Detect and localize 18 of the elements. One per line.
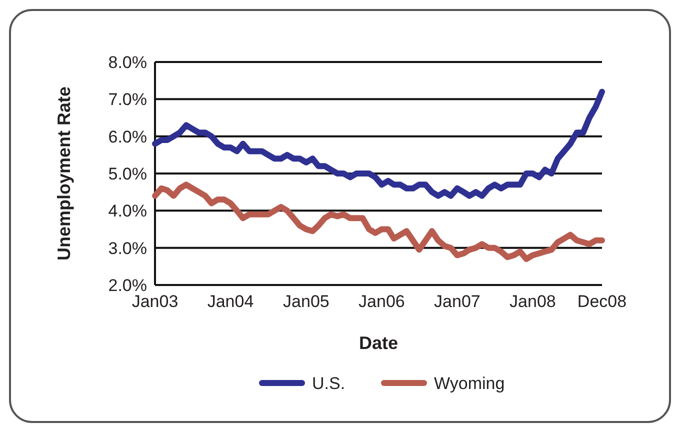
y-tick-label: 3.0% bbox=[108, 238, 147, 258]
y-tick-label: 6.0% bbox=[108, 127, 147, 146]
x-tick-label: Jan05 bbox=[283, 292, 330, 311]
y-tick-label: 5.0% bbox=[108, 164, 147, 184]
y-tick-label: 7.0% bbox=[108, 90, 147, 110]
y-tick-label: 4.0% bbox=[108, 202, 147, 221]
x-tick-label: Jan03 bbox=[132, 292, 178, 311]
y-axis-title: Unemployment Rate bbox=[54, 86, 74, 261]
x-tick-label: Jan04 bbox=[207, 292, 254, 311]
y-tick-label: 8.0% bbox=[108, 52, 147, 72]
x-tick-label: Jan06 bbox=[358, 292, 405, 311]
y-tick-label: 2.0% bbox=[108, 276, 147, 295]
x-tick-label: Dec08 bbox=[577, 292, 627, 311]
legend-label: U.S. bbox=[312, 374, 346, 393]
legend-label: Wyoming bbox=[434, 374, 505, 393]
x-tick-label: Jan07 bbox=[434, 292, 480, 311]
x-axis-title: Date bbox=[358, 333, 398, 353]
x-tick-label: Jan08 bbox=[510, 292, 556, 311]
